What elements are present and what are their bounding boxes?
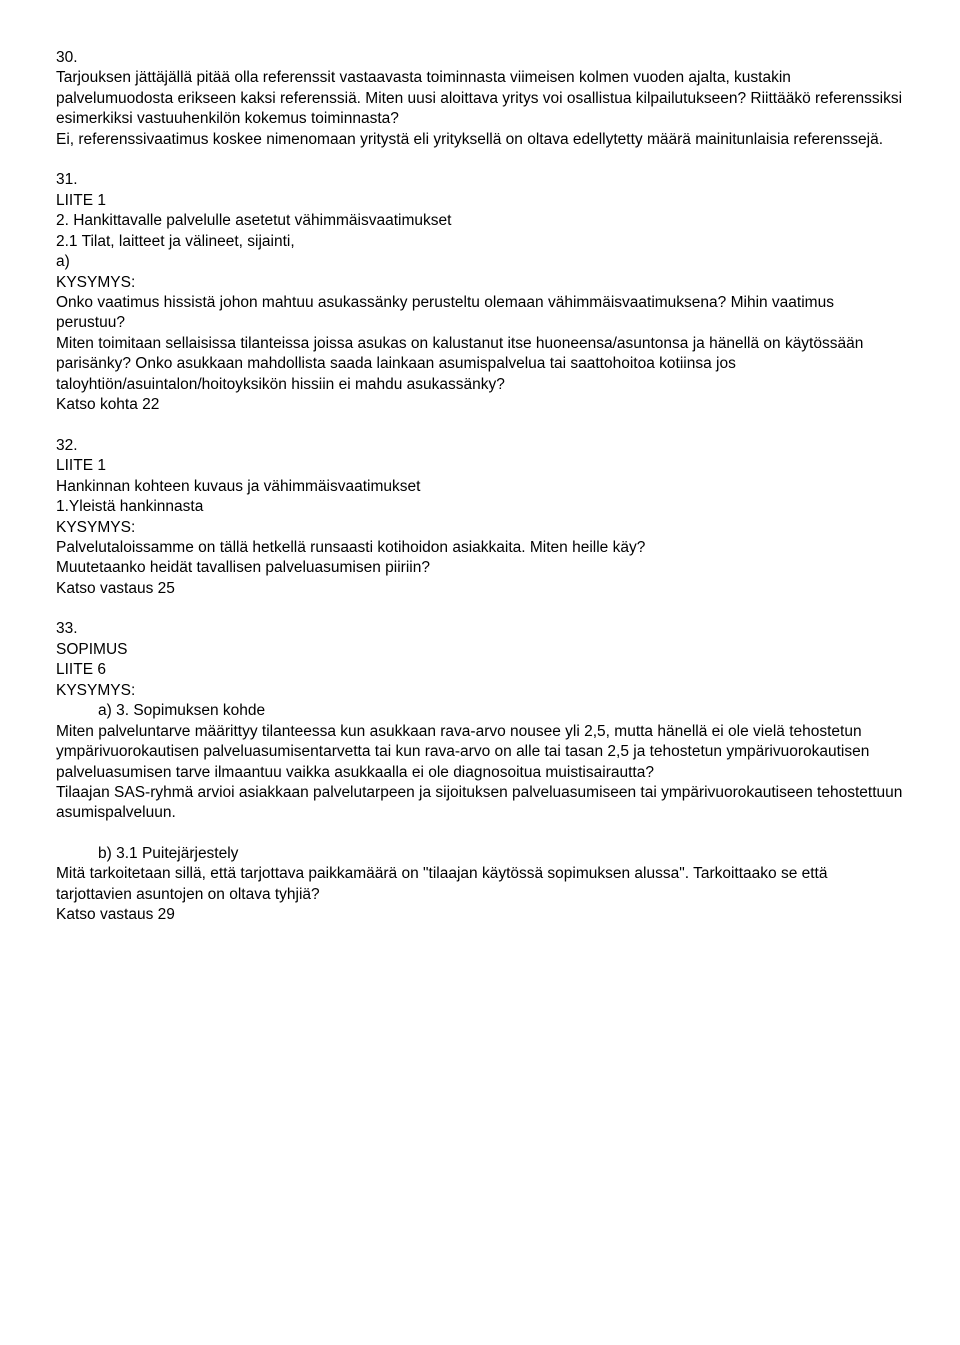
paragraph: KYSYMYS:	[56, 681, 904, 701]
paragraph: Ei, referenssivaatimus koskee nimenomaan…	[56, 130, 904, 150]
paragraph: Mitä tarkoitetaan sillä, että tarjottava…	[56, 864, 904, 905]
paragraph: SOPIMUS	[56, 640, 904, 660]
paragraph: Miten toimitaan sellaisissa tilanteissa …	[56, 334, 904, 395]
sub-b-label: b) 3.1 Puitejärjestely	[56, 844, 904, 864]
paragraph: Palvelutaloissamme on tällä hetkellä run…	[56, 538, 904, 558]
paragraph: 2.1 Tilat, laitteet ja välineet, sijaint…	[56, 232, 904, 252]
paragraph: Katso kohta 22	[56, 395, 904, 415]
paragraph: LIITE 6	[56, 660, 904, 680]
paragraph: Hankinnan kohteen kuvaus ja vähimmäisvaa…	[56, 477, 904, 497]
paragraph: LIITE 1	[56, 456, 904, 476]
section-number: 33.	[56, 619, 904, 639]
paragraph: Katso vastaus 29	[56, 905, 904, 925]
paragraph: Muutetaanko heidät tavallisen palveluasu…	[56, 558, 904, 578]
section-32: 32. LIITE 1 Hankinnan kohteen kuvaus ja …	[56, 436, 904, 600]
paragraph: Tilaajan SAS-ryhmä arvioi asiakkaan palv…	[56, 783, 904, 824]
paragraph: LIITE 1	[56, 191, 904, 211]
sub-a-label: a) 3. Sopimuksen kohde	[56, 701, 904, 721]
paragraph: Miten palveluntarve määrittyy tilanteess…	[56, 722, 904, 783]
paragraph: Tarjouksen jättäjällä pitää olla referen…	[56, 68, 904, 129]
paragraph: Onko vaatimus hissistä johon mahtuu asuk…	[56, 293, 904, 334]
paragraph: a)	[56, 252, 904, 272]
section-31: 31. LIITE 1 2. Hankittavalle palvelulle …	[56, 170, 904, 415]
paragraph: Katso vastaus 25	[56, 579, 904, 599]
section-30: 30. Tarjouksen jättäjällä pitää olla ref…	[56, 48, 904, 150]
paragraph: 1.Yleistä hankinnasta	[56, 497, 904, 517]
paragraph: KYSYMYS:	[56, 518, 904, 538]
section-number: 32.	[56, 436, 904, 456]
section-33: 33. SOPIMUS LIITE 6 KYSYMYS: a) 3. Sopim…	[56, 619, 904, 824]
paragraph: KYSYMYS:	[56, 273, 904, 293]
paragraph: 2. Hankittavalle palvelulle asetetut väh…	[56, 211, 904, 231]
section-number: 30.	[56, 48, 904, 68]
section-33b: b) 3.1 Puitejärjestely Mitä tarkoitetaan…	[56, 844, 904, 926]
section-number: 31.	[56, 170, 904, 190]
